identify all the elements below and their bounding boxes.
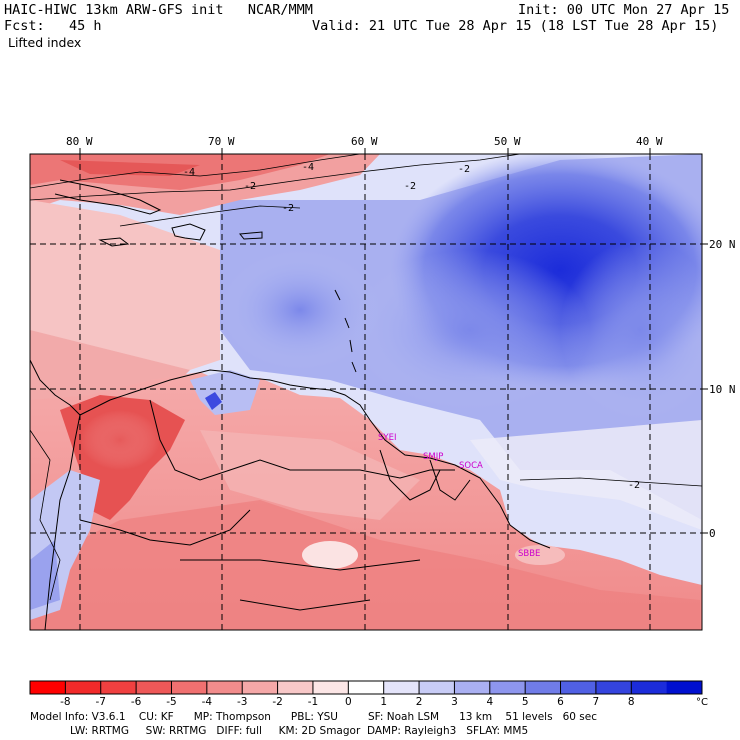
station-label-smjp: SMJP <box>423 452 443 462</box>
contour-label: -2 <box>244 181 256 192</box>
colorbar-tick-label: 2 <box>416 696 423 708</box>
colorbar-tick-label: -8 <box>60 696 70 708</box>
lat-label-20n: 20 N <box>709 238 736 251</box>
colorbar-tick-label: 3 <box>451 696 458 708</box>
contour-label: -4 <box>302 162 314 173</box>
colorbar-tick-label: -5 <box>166 696 176 708</box>
station-label-sbbe: SBBE <box>518 549 540 559</box>
lon-label-70w: 70 W <box>208 135 235 148</box>
colorbar-swatch <box>631 681 668 694</box>
colorbar-tick-label: 5 <box>522 696 529 708</box>
colorbar-swatch <box>312 681 349 694</box>
colorbar-tick-label: 0 <box>345 696 352 708</box>
colorbar-swatch <box>454 681 491 694</box>
colorbar: -8 -7 -6 -5 -4 -3 -2 -1 0 1 2 3 4 5 6 7 8 °C <box>29 680 708 708</box>
contour-label: -2 <box>282 203 294 214</box>
colorbar-swatch <box>100 681 137 694</box>
colorbar-swatch <box>30 681 66 694</box>
contour-label: -2 <box>628 480 640 491</box>
colorbar-tick-label: -7 <box>95 696 105 708</box>
colorbar-unit: °C <box>696 697 708 708</box>
init-time: Init: 00 UTC Mon 27 Apr 15 <box>518 2 730 18</box>
colorbar-swatch <box>525 681 562 694</box>
colorbar-tick-label: 4 <box>486 696 493 708</box>
station-label-syei: SYEI <box>378 433 396 443</box>
colorbar-swatch <box>560 681 597 694</box>
lon-label-80w: 80 W <box>66 135 93 148</box>
colorbar-swatch <box>171 681 208 694</box>
colorbar-frame <box>29 680 703 695</box>
lat-label-10n: 10 N <box>709 383 736 396</box>
valid-time: Valid: 21 UTC Tue 28 Apr 15 (18 LST Tue … <box>312 18 719 34</box>
field-name: Lifted index <box>8 35 82 50</box>
colorbar-tick-label: -4 <box>202 696 213 708</box>
contour-label: -2 <box>404 181 416 192</box>
colorbar-tick-label: 1 <box>380 696 387 708</box>
colorbar-swatch <box>348 681 385 694</box>
forecast-hour: Fcst: 45 h <box>4 18 102 34</box>
colorbar-tick-label: -2 <box>272 696 282 708</box>
colorbar-swatch <box>383 681 420 694</box>
station-label-soca: SOCA <box>459 461 483 471</box>
model-info-line1: Model Info: V3.6.1 CU: KF MP: Thompson P… <box>30 711 597 723</box>
colorbar-swatch <box>136 681 172 694</box>
colorbar-tick-label: 8 <box>628 696 635 708</box>
colorbar-tick-label: -3 <box>237 696 247 708</box>
lon-label-50w: 50 W <box>494 135 521 148</box>
lat-label-0: 0 <box>709 527 716 540</box>
colorbar-swatch <box>666 681 703 694</box>
colorbar-swatch <box>206 681 243 694</box>
contour-label: -4 <box>183 167 195 178</box>
colorbar-swatch <box>489 681 526 694</box>
colorbar-tick-label: -6 <box>131 696 142 708</box>
contour-label: -2 <box>458 164 470 175</box>
colorbar-swatch <box>277 681 314 694</box>
colorbar-swatch <box>65 681 102 694</box>
model-info-line2: LW: RRTMG SW: RRTMG DIFF: full KM: 2D Sm… <box>70 725 529 737</box>
map-title: HAIC-HIWC 13km ARW-GFS init NCAR/MMM <box>4 2 313 18</box>
colorbar-tick-label: 7 <box>593 696 600 708</box>
lon-label-40w: 40 W <box>636 135 663 148</box>
colorbar-swatch <box>419 681 455 694</box>
colorbar-tick-label: -1 <box>308 696 318 708</box>
colorbar-swatch <box>242 681 279 694</box>
colorbar-tick-label: 6 <box>557 696 564 708</box>
lon-label-60w: 60 W <box>351 135 378 148</box>
colorbar-swatch <box>595 681 632 694</box>
